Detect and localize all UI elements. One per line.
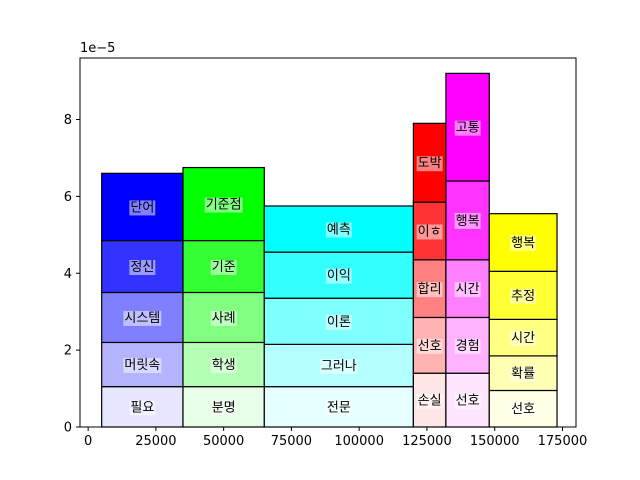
column-4: 선호 경험 시간 행복 고통 xyxy=(445,72,490,428)
segment-label: 필요 xyxy=(130,400,154,415)
segment-label: 확률 xyxy=(511,367,535,382)
segment-label: 이ㅎ xyxy=(418,224,442,239)
y-tick-label: 6 xyxy=(64,190,72,205)
x-tick-label: 25000 xyxy=(135,434,176,449)
segment-label-background xyxy=(454,338,481,354)
segment-label-background xyxy=(416,338,443,354)
segment-label-background xyxy=(319,359,358,374)
segment-label: 전문 xyxy=(327,400,351,415)
segment-label: 이론 xyxy=(327,315,351,330)
segment-label-background xyxy=(129,200,156,216)
segment-label: 경험 xyxy=(456,339,480,354)
segment-label: 학생 xyxy=(212,358,236,373)
segment-label: 기준 xyxy=(212,260,236,275)
segment-label: 사례 xyxy=(212,311,236,326)
segment-label: 선호 xyxy=(511,402,535,417)
segment-label-background xyxy=(123,358,162,374)
y-tick-label: 2 xyxy=(64,344,72,359)
segment-label-background xyxy=(123,310,162,326)
segment-label-background xyxy=(416,224,443,240)
x-tick-label: 125000 xyxy=(402,434,452,449)
x-tick-label: 0 xyxy=(84,434,92,449)
segment-label-background xyxy=(129,260,156,276)
segment-label-background xyxy=(129,400,156,416)
bar-segment xyxy=(101,341,184,388)
segment-label-background xyxy=(325,222,352,238)
segment-label: 시간 xyxy=(456,282,480,297)
x-tick-label: 150000 xyxy=(470,434,520,449)
plot-area: 필요머릿속시스템정신단어분명학생사례기준기준점전문그러나이론이익예측손실선호합리… xyxy=(101,72,558,428)
segment-label: 손실 xyxy=(418,394,442,409)
segment-label-background xyxy=(510,235,537,251)
segment-label: 분명 xyxy=(212,400,236,415)
y-tick-label: 0 xyxy=(64,421,72,436)
bar-segment xyxy=(263,343,414,388)
y-tick-label: 8 xyxy=(64,113,72,128)
segment-label-background xyxy=(454,212,481,229)
segment-label-background xyxy=(204,197,243,213)
segment-label-background xyxy=(510,366,537,382)
segment-label: 그러나 xyxy=(321,359,357,374)
segment-label-background xyxy=(454,393,481,409)
segment-label-background xyxy=(510,331,537,347)
column-5: 선호 확률 시간 추정 행복 xyxy=(488,213,558,428)
segment-label: 선호 xyxy=(418,339,442,354)
segment-label-background xyxy=(210,400,237,416)
x-tick-label: 75000 xyxy=(271,434,312,449)
segment-label-background xyxy=(210,310,237,326)
segment-label-background xyxy=(416,282,443,298)
segment-label: 시스템 xyxy=(124,311,160,326)
segment-label-background xyxy=(325,400,352,416)
segment-label: 합리 xyxy=(418,282,442,297)
segment-label: 선호 xyxy=(456,394,480,409)
segment-label-background xyxy=(510,402,537,418)
column-1: 분명 학생 사례 기준 기준점 xyxy=(182,166,265,428)
segment-label: 이익 xyxy=(327,269,351,284)
y-axis: 0 2 4 6 8 xyxy=(64,113,80,436)
column-3: 손실 선호 합리 이ㅎ 도박 xyxy=(412,122,447,428)
segment-label-background xyxy=(325,314,352,330)
segment-label: 기준점 xyxy=(206,198,242,213)
segment-label: 행복 xyxy=(456,213,480,229)
segment-label-background xyxy=(510,288,537,304)
bar-segment xyxy=(445,72,490,182)
segment-label-background xyxy=(416,393,443,409)
axes-frame xyxy=(79,57,577,428)
segment-label-background xyxy=(454,282,481,298)
segment-label-background xyxy=(210,260,237,276)
x-tick-label: 175000 xyxy=(538,434,588,449)
column-0: 필요 머릿속 시스템 정신 단어 xyxy=(101,172,184,428)
segment-label-background xyxy=(416,156,443,172)
segment-label-background xyxy=(210,358,237,374)
segment-label: 시간 xyxy=(511,331,535,346)
segment-label: 고통 xyxy=(456,121,480,136)
column-2: 전문 그러나 이론 이익 예측 xyxy=(263,205,414,428)
segment-label-background xyxy=(454,120,481,136)
segment-label: 예측 xyxy=(327,223,351,238)
x-axis: 0 25000 50000 75000 100000 125000 150000 175000 xyxy=(84,427,587,449)
segment-label: 도박 xyxy=(418,156,442,171)
segment-label-background xyxy=(325,268,352,284)
x-tick-label: 50000 xyxy=(203,434,244,449)
bar-segment xyxy=(488,318,558,357)
y-axis-scale-label: 1e−5 xyxy=(80,41,115,56)
x-tick-label: 100000 xyxy=(334,434,384,449)
segment-label: 머릿속 xyxy=(124,358,160,373)
segment-label: 추정 xyxy=(511,289,535,304)
segment-label: 단어 xyxy=(130,200,154,215)
segment-label: 정신 xyxy=(130,260,154,275)
y-tick-label: 4 xyxy=(64,267,72,282)
segment-label: 행복 xyxy=(511,235,535,251)
